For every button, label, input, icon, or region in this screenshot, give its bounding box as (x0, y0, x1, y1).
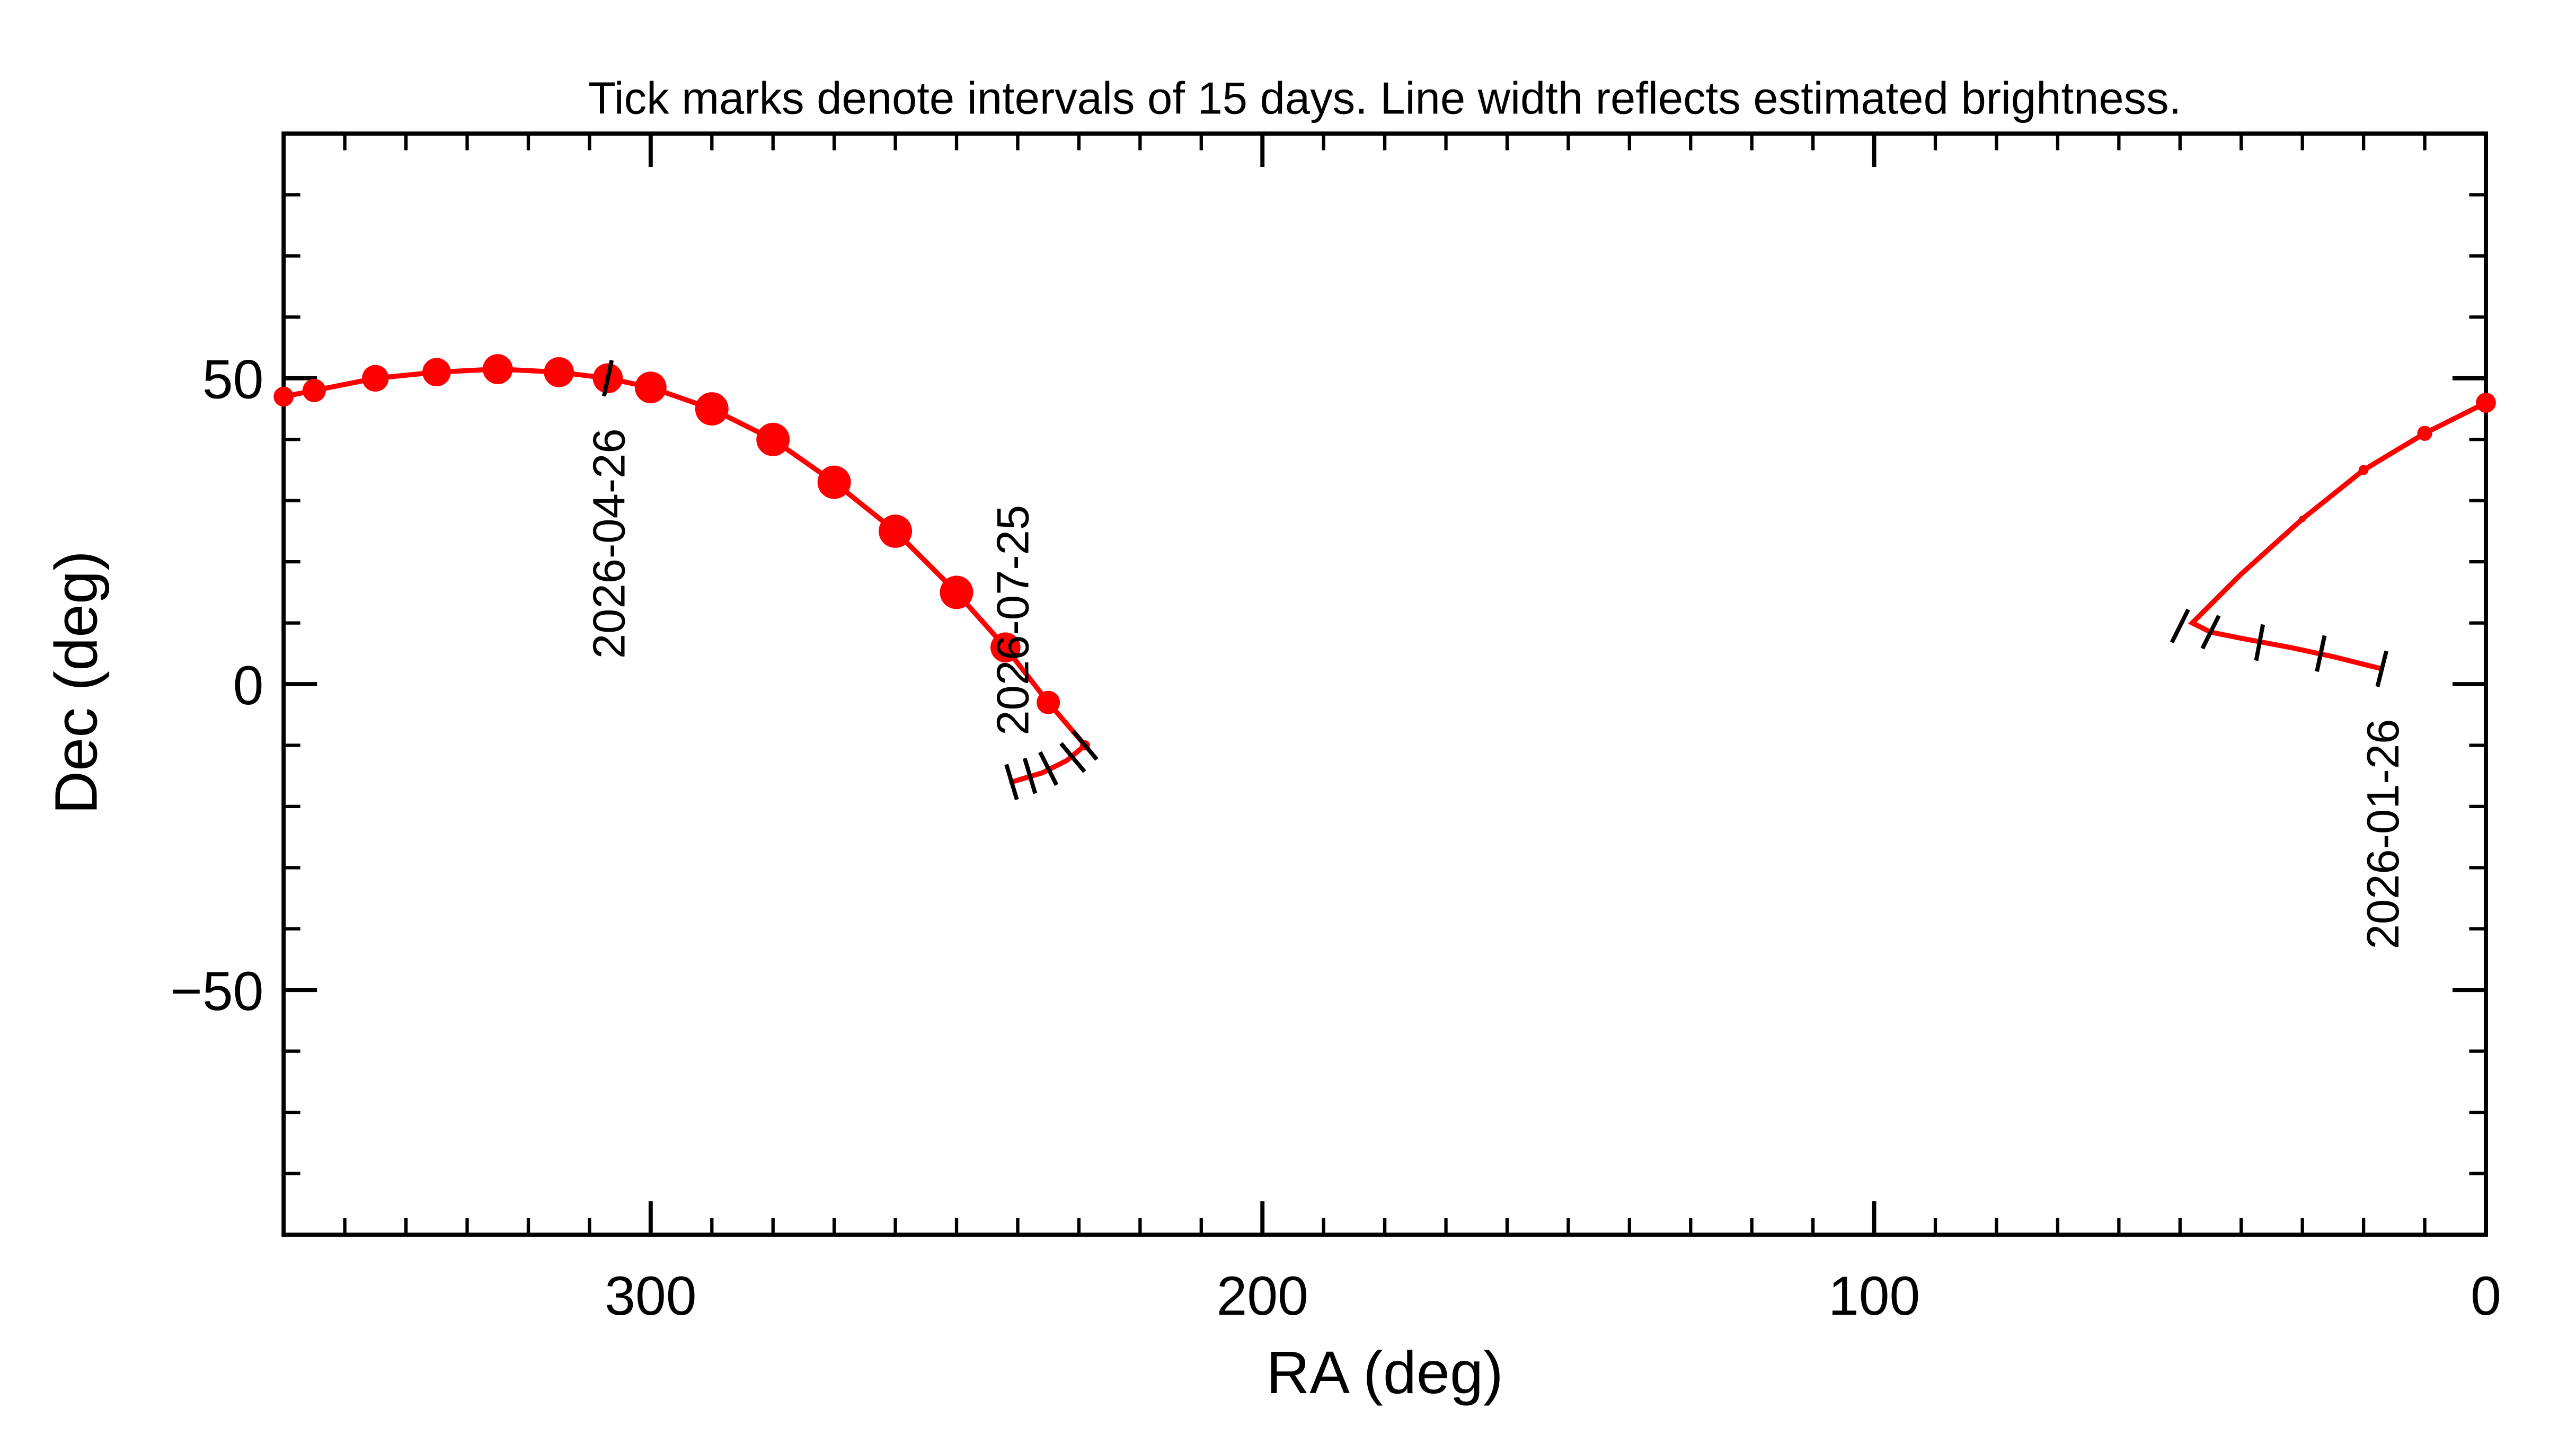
track-point (422, 358, 451, 387)
interval-tick (1059, 742, 1086, 773)
track-point (2238, 571, 2244, 577)
interval-tick (601, 360, 614, 397)
track-point (879, 514, 913, 548)
track-point (1064, 758, 1069, 764)
chart-title: Tick marks denote intervals of 15 days. … (588, 73, 2181, 123)
track-point (940, 575, 973, 609)
interval-tick (1038, 751, 1059, 786)
track-point (2239, 636, 2243, 640)
track-point (2476, 393, 2496, 413)
y-tick-label: 0 (233, 655, 264, 716)
track-point (2299, 516, 2306, 522)
track-point (482, 354, 513, 384)
track-point (2288, 645, 2292, 649)
track-point (302, 378, 326, 402)
interval-tick (2254, 624, 2265, 661)
y-tick-label: 50 (202, 349, 264, 411)
plot-frame (281, 131, 2488, 1237)
x-tick-label: 300 (605, 1265, 696, 1327)
track-point (2331, 654, 2335, 659)
x-tick-label: 0 (2471, 1265, 2501, 1327)
track-point (1039, 770, 1045, 776)
track-point (544, 357, 574, 387)
track-point (362, 365, 389, 392)
interval-tick (1004, 764, 1019, 801)
x-axis-label: RA (deg) (1266, 1339, 1503, 1406)
track-point (273, 386, 294, 407)
y-tick-label: −50 (170, 961, 263, 1022)
interval-tick (2315, 635, 2327, 672)
interval-tick (1022, 757, 1038, 794)
x-tick-label: 200 (1217, 1265, 1308, 1327)
track-point (756, 422, 790, 456)
interval-tick (2200, 615, 2221, 650)
interval-tick (2170, 608, 2190, 644)
track-point (990, 632, 1021, 663)
track-point (1037, 690, 1060, 714)
interval-tick (1072, 730, 1099, 761)
y-axis-label: Dec (deg) (43, 551, 110, 814)
track-point (695, 392, 729, 426)
date-label: 2026-07-25 (988, 505, 1038, 736)
track-point (634, 371, 667, 404)
date-label: 2026-01-26 (2358, 719, 2409, 950)
date-label: 2026-04-26 (585, 428, 635, 659)
track-point (2417, 426, 2432, 441)
track-point (2190, 620, 2195, 626)
interval-tick (2375, 650, 2388, 687)
x-tick-label: 100 (1828, 1265, 1920, 1327)
track-point (817, 465, 851, 499)
track-point (2358, 465, 2369, 475)
